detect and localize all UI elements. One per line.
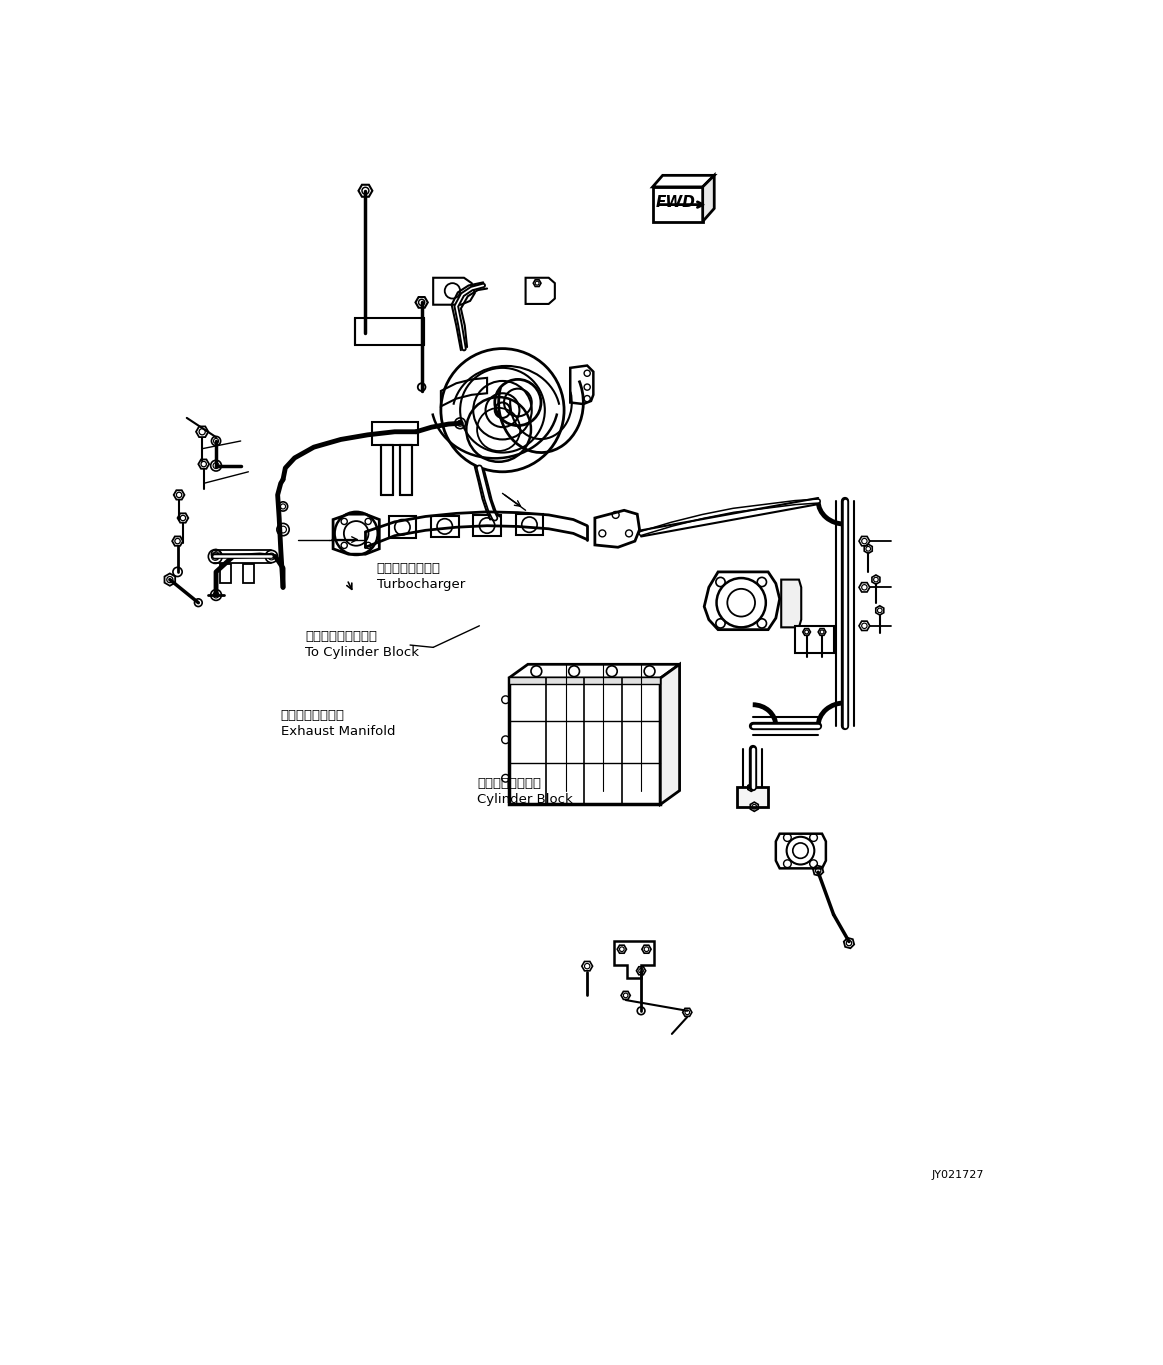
Text: Cylinder Block: Cylinder Block [477, 793, 572, 807]
Polygon shape [220, 564, 230, 583]
Text: Turbocharger: Turbocharger [377, 577, 465, 591]
Polygon shape [702, 175, 714, 221]
Polygon shape [661, 665, 679, 804]
Polygon shape [400, 445, 413, 495]
Polygon shape [795, 625, 834, 652]
Polygon shape [737, 788, 768, 807]
Polygon shape [652, 175, 714, 187]
Text: シリンダブロックへ: シリンダブロックへ [305, 631, 377, 643]
Polygon shape [776, 834, 826, 868]
Polygon shape [243, 564, 254, 583]
Polygon shape [782, 580, 801, 628]
Polygon shape [508, 677, 661, 684]
Text: ターボチャージャ: ターボチャージャ [377, 562, 441, 575]
Text: FWD: FWD [656, 195, 695, 210]
Text: 排気マニホールド: 排気マニホールド [280, 708, 344, 722]
Text: Exhaust Manifold: Exhaust Manifold [280, 725, 395, 738]
Polygon shape [705, 572, 779, 629]
Text: JY021727: JY021727 [932, 1170, 984, 1179]
Text: シリンダブロック: シリンダブロック [477, 778, 541, 790]
Polygon shape [380, 445, 393, 495]
Text: To Cylinder Block: To Cylinder Block [305, 646, 419, 659]
Polygon shape [652, 187, 702, 221]
Polygon shape [614, 942, 654, 979]
Polygon shape [355, 318, 424, 345]
